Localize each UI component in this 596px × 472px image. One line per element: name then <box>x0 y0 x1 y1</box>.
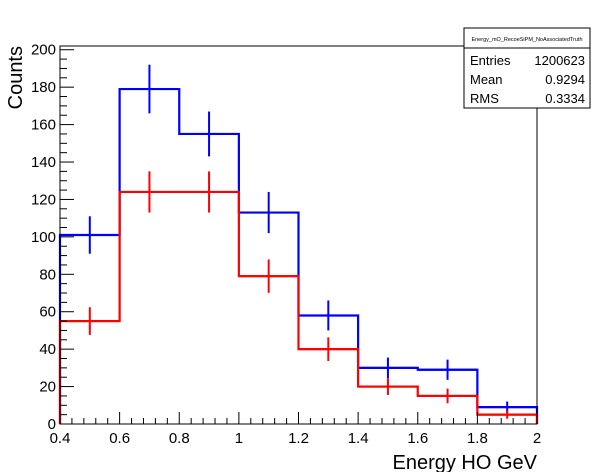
y-axis-title: Counts <box>5 46 27 109</box>
stats-box-frame <box>463 27 591 109</box>
y-tick-label: 140 <box>31 154 56 171</box>
x-tick-label: 1 <box>235 430 243 447</box>
series-layer <box>58 64 539 424</box>
x-tick-label: 2 <box>533 430 541 447</box>
x-tick-label: 0.6 <box>109 430 130 447</box>
x-tick-label: 0.4 <box>50 430 71 447</box>
y-tick-label: 160 <box>31 117 56 134</box>
stats-value: 0.9294 <box>545 72 585 87</box>
x-tick-label: 1.2 <box>288 430 309 447</box>
x-axis-title: Energy HO GeV <box>392 452 537 472</box>
series-0-step-line <box>58 87 539 424</box>
series-1-step-line <box>58 190 539 424</box>
stats-value: 1200623 <box>534 53 585 68</box>
y-tick-label: 100 <box>31 229 56 246</box>
y-tick-label: 0 <box>48 416 56 433</box>
stats-value: 0.3334 <box>545 91 585 106</box>
x-tick-label: 1.6 <box>407 430 428 447</box>
stats-label: Entries <box>470 53 511 68</box>
y-axis: 0 20 40 60 80 100 120 140 160 180 200 <box>31 42 74 433</box>
y-tick-label: 180 <box>31 79 56 96</box>
x-tick-label: 1.8 <box>467 430 488 447</box>
y-tick-label: 60 <box>39 304 56 321</box>
stats-label: Mean <box>470 72 503 87</box>
stats-box: Energy_mO_RecoeSiPM_NoAssociatedTruth Ent… <box>463 27 591 109</box>
y-tick-label: 80 <box>39 266 56 283</box>
y-tick-label: 20 <box>39 379 56 396</box>
y-tick-label: 200 <box>31 42 56 59</box>
y-tick-label: 120 <box>31 191 56 208</box>
y-tick-label: 40 <box>39 341 56 358</box>
stats-label: RMS <box>470 91 499 106</box>
stats-box-title: Energy_mO_RecoeSiPM_NoAssociatedTruth <box>471 37 582 43</box>
x-tick-label: 0.8 <box>169 430 190 447</box>
x-tick-label: 1.4 <box>348 430 369 447</box>
x-axis: 0.4 0.6 0.8 1 1.2 1.4 1.6 1.8 2 <box>50 412 541 447</box>
